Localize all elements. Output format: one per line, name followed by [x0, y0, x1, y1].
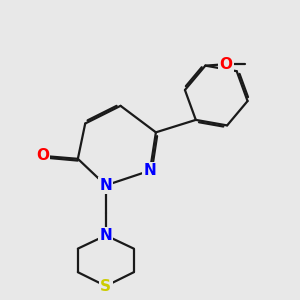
Text: O: O: [220, 57, 232, 72]
Text: N: N: [144, 163, 156, 178]
Text: S: S: [100, 278, 111, 293]
Text: O: O: [36, 148, 49, 164]
Text: N: N: [100, 228, 112, 243]
Text: N: N: [100, 178, 112, 193]
